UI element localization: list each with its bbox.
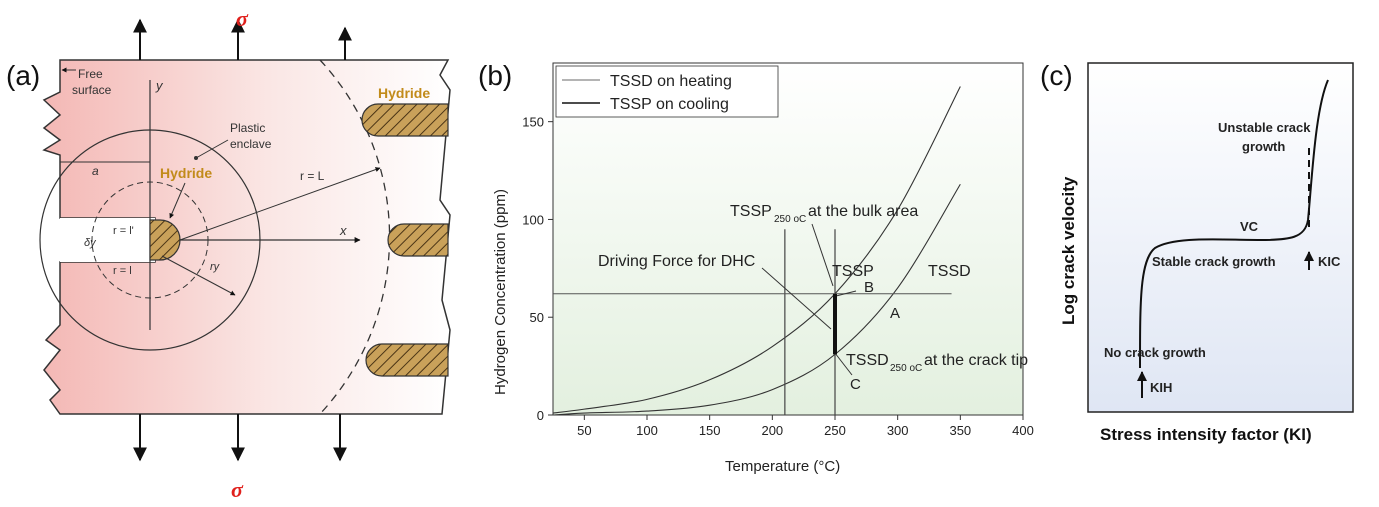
x-tick-label: 50 xyxy=(577,423,591,438)
x-tick-label: 100 xyxy=(636,423,658,438)
y-axis-title: Hydrogen Concentration (ppm) xyxy=(492,189,509,395)
plastic-enclave-label-2: enclave xyxy=(230,137,272,151)
kih-label: KIH xyxy=(1150,380,1172,395)
hydride-right-label: Hydride xyxy=(378,85,430,101)
specimen-body xyxy=(42,59,451,415)
panel-b: (b) 50 100 150 200 250 300 350 400 0 50 100 150 TSS… xyxy=(478,60,1034,475)
r-l-label: r = l xyxy=(113,265,132,277)
hydride-right-middle xyxy=(387,223,449,257)
hydride-pointer xyxy=(169,182,186,219)
panel-c: (c) Unstable crack growth VC Stable crac… xyxy=(1040,60,1354,444)
r-y-line xyxy=(161,255,236,296)
tssp-bulk-main: TSSP xyxy=(730,203,772,220)
kic-label: KIC xyxy=(1318,254,1341,269)
panel-b-label: (b) xyxy=(478,60,512,91)
stable-label: Stable crack growth xyxy=(1152,254,1276,269)
plot-series xyxy=(552,86,961,416)
unstable-label-1: Unstable crack xyxy=(1218,120,1311,135)
unstable-label-2: growth xyxy=(1242,139,1285,154)
tssd-curve-label: TSSD xyxy=(928,263,971,280)
crack-tip-hydride xyxy=(149,219,181,261)
plastic-enclave-circle xyxy=(39,129,261,351)
panel-c-label: (c) xyxy=(1040,60,1073,91)
c-x-axis-title: Stress intensity factor (KI) xyxy=(1100,425,1312,444)
stress-arrows-bottom xyxy=(133,414,347,462)
y-tick-label: 0 xyxy=(537,408,544,423)
r-lprime-label: r = l' xyxy=(113,225,134,237)
plastic-enclave-dot xyxy=(194,156,198,160)
plastic-enclave-label-1: Plastic xyxy=(230,121,265,135)
tssd-tip-sub: 250 oC xyxy=(890,363,922,374)
driving-force-pointer xyxy=(761,267,832,330)
series-line-tssd xyxy=(552,183,961,416)
legend-label-tssp: TSSP on cooling xyxy=(610,96,729,113)
a-label: a xyxy=(92,164,99,178)
tssp-curve-label: TSSP xyxy=(832,263,874,280)
y-tick-label: 150 xyxy=(522,115,544,130)
hydride-center-label: Hydride xyxy=(160,165,212,181)
tssp-bulk-sub: 250 oC xyxy=(774,214,806,225)
y-tick-label: 100 xyxy=(522,212,544,227)
inner-dashed-circle xyxy=(91,181,209,299)
c-y-axis-title: Log crack velocity xyxy=(1059,176,1078,325)
vc-label: VC xyxy=(1240,219,1259,234)
crack-velocity-curve xyxy=(1139,79,1329,369)
y-axis-label: y xyxy=(155,78,164,93)
tssp-bulk-rest: at the bulk area xyxy=(808,203,918,220)
legend-label-tssd: TSSD on heating xyxy=(610,73,732,90)
x-tick-label: 350 xyxy=(949,423,971,438)
plot-axes: 50 100 150 200 250 300 350 400 0 50 100 150 xyxy=(522,115,1034,438)
point-b-pointer xyxy=(836,290,857,297)
hydride-right-bottom xyxy=(365,343,449,377)
r-L-line xyxy=(179,167,381,241)
x-tick-label: 200 xyxy=(761,423,783,438)
delta-y-label: δy xyxy=(84,237,97,249)
driving-force-label: Driving Force for DHC xyxy=(598,253,755,270)
x-tick-label: 250 xyxy=(824,423,846,438)
legend-box xyxy=(555,65,779,118)
tssd-tip-rest: at the crack tip xyxy=(924,352,1028,369)
y-tick-label: 50 xyxy=(530,310,544,325)
tssd-tip-main: TSSD xyxy=(846,352,889,369)
x-tick-label: 150 xyxy=(699,423,721,438)
x-axis-title: Temperature (°C) xyxy=(725,458,840,475)
sigma-top: σ xyxy=(236,6,249,31)
crack-notch xyxy=(60,218,155,262)
no-growth-label: No crack growth xyxy=(1104,345,1206,360)
panel-c-frame xyxy=(1087,62,1354,413)
series-line-tssp xyxy=(552,86,961,414)
point-b-label: B xyxy=(864,279,874,296)
stress-arrows-top xyxy=(133,18,352,60)
hydride-right-top xyxy=(361,103,449,137)
point-c-pointer xyxy=(835,354,853,376)
r-L-label: r = L xyxy=(300,169,325,183)
r-y-label: ry xyxy=(210,261,221,273)
point-c-label: C xyxy=(850,376,861,393)
x-axis-label: x xyxy=(339,223,347,238)
x-tick-label: 400 xyxy=(1012,423,1034,438)
panel-a-label: (a) xyxy=(6,60,40,91)
panel-a: (a) σ σ y x Free surface a Pl xyxy=(6,6,451,502)
plot-area xyxy=(552,62,1024,416)
free-surface-label-2: surface xyxy=(72,83,112,97)
tssp-bulk-pointer xyxy=(811,223,834,287)
sigma-bottom: σ xyxy=(231,477,244,502)
x-tick-label: 300 xyxy=(887,423,909,438)
plastic-enclave-pointer xyxy=(195,139,229,159)
point-a-label: A xyxy=(890,305,900,322)
free-surface-label-1: Free xyxy=(78,67,103,81)
